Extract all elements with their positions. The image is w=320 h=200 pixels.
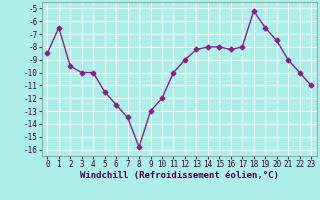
X-axis label: Windchill (Refroidissement éolien,°C): Windchill (Refroidissement éolien,°C) (80, 171, 279, 180)
